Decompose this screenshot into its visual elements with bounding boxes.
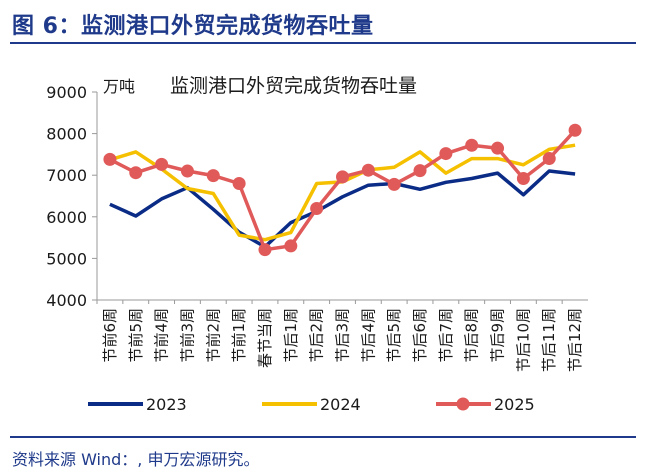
x-tick-label: 春节当周 bbox=[256, 308, 274, 368]
x-tick-label: 节后2周 bbox=[308, 308, 326, 363]
legend-label-2024: 2024 bbox=[320, 395, 361, 414]
y-tick-label: 6000 bbox=[46, 208, 87, 227]
x-tick-label: 节后12周 bbox=[566, 308, 584, 372]
x-tick-label: 节前3周 bbox=[178, 308, 196, 363]
x-tick-label: 节前4周 bbox=[153, 308, 171, 363]
x-tick-label: 节后4周 bbox=[359, 308, 377, 363]
data-point-2025 bbox=[206, 169, 220, 183]
legend-label-2025: 2025 bbox=[494, 395, 535, 414]
data-point-2025 bbox=[516, 172, 530, 186]
data-point-2025 bbox=[439, 147, 453, 161]
x-tick-label: 节后10周 bbox=[514, 308, 532, 372]
data-point-2025 bbox=[336, 170, 349, 184]
data-point-2025 bbox=[129, 166, 143, 180]
data-point-2025 bbox=[568, 123, 582, 137]
x-tick-label: 节后6周 bbox=[411, 308, 429, 363]
data-point-2025 bbox=[465, 138, 479, 152]
data-point-2025 bbox=[103, 152, 117, 166]
source-note: 资料来源 Wind：, 申万宏源研究。 bbox=[12, 450, 260, 469]
y-tick-label: 4000 bbox=[46, 291, 87, 310]
x-tick-label: 节前6周 bbox=[101, 308, 119, 363]
data-point-2025 bbox=[180, 164, 194, 178]
chart-title: 监测港口外贸完成货物吞吐量 bbox=[170, 75, 417, 97]
x-tick-label: 节前2周 bbox=[204, 308, 222, 363]
x-tick-label: 节后3周 bbox=[334, 308, 352, 363]
data-point-2025 bbox=[361, 163, 375, 177]
legend-label-2023: 2023 bbox=[146, 395, 187, 414]
x-tick-label: 节前5周 bbox=[127, 308, 145, 363]
data-point-2025 bbox=[387, 177, 401, 191]
data-point-2025 bbox=[542, 152, 556, 166]
y-tick-label: 7000 bbox=[46, 166, 87, 185]
chart-axes: 4000 5000 6000 7000 8000 9000 节前6周 节前5周 节前4周 节前3周… bbox=[46, 83, 588, 372]
y-tick-label: 9000 bbox=[46, 83, 87, 102]
x-tick-label: 节后8周 bbox=[463, 308, 481, 363]
x-tick-label: 节后11周 bbox=[540, 308, 558, 372]
data-point-2025 bbox=[155, 157, 169, 171]
data-point-2025 bbox=[232, 177, 246, 191]
y-tick-label: 5000 bbox=[46, 249, 87, 268]
legend-marker-2025 bbox=[456, 397, 470, 411]
data-point-2025 bbox=[310, 201, 324, 215]
x-tick-label: 节后5周 bbox=[385, 308, 403, 363]
figure-title: 图 6：监测港口外贸完成货物吞吐量 bbox=[12, 14, 374, 39]
top-divider bbox=[10, 42, 636, 44]
y-unit-label: 万吨 bbox=[103, 77, 135, 96]
x-tick-label: 节后1周 bbox=[282, 308, 300, 363]
data-point-2025 bbox=[284, 239, 298, 253]
series-layer bbox=[103, 123, 582, 257]
bottom-divider bbox=[10, 436, 636, 438]
x-tick-label: 节后7周 bbox=[437, 308, 455, 363]
x-tick-label: 节后9周 bbox=[489, 308, 507, 363]
data-point-2025 bbox=[258, 243, 272, 257]
y-tick-label: 8000 bbox=[46, 125, 87, 144]
data-point-2025 bbox=[491, 141, 505, 155]
data-point-2025 bbox=[413, 164, 427, 178]
x-tick-label: 节前1周 bbox=[230, 308, 248, 363]
legend: 2023 2024 2025 bbox=[88, 395, 535, 414]
